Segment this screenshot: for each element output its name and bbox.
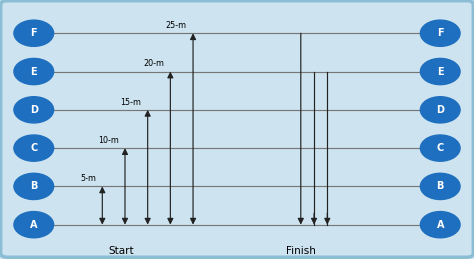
Text: 20-m: 20-m	[143, 60, 164, 68]
Text: 15-m: 15-m	[120, 98, 142, 107]
Ellipse shape	[420, 59, 460, 85]
Text: D: D	[30, 105, 38, 115]
Text: 10-m: 10-m	[98, 136, 119, 145]
Text: 25-m: 25-m	[166, 21, 187, 30]
Text: F: F	[437, 28, 444, 38]
Ellipse shape	[420, 173, 460, 199]
Text: C: C	[30, 143, 37, 153]
Ellipse shape	[14, 59, 54, 85]
Text: Start: Start	[109, 246, 134, 256]
Text: E: E	[437, 67, 444, 76]
Text: A: A	[437, 220, 444, 230]
Text: A: A	[30, 220, 37, 230]
Ellipse shape	[14, 97, 54, 123]
Text: Finish: Finish	[286, 246, 316, 256]
Text: D: D	[436, 105, 444, 115]
Ellipse shape	[420, 20, 460, 46]
Ellipse shape	[420, 135, 460, 161]
Ellipse shape	[14, 20, 54, 46]
Ellipse shape	[14, 135, 54, 161]
Ellipse shape	[420, 97, 460, 123]
Text: 5-m: 5-m	[80, 174, 96, 183]
Text: B: B	[30, 181, 37, 191]
Text: E: E	[30, 67, 37, 76]
Text: B: B	[437, 181, 444, 191]
Ellipse shape	[14, 212, 54, 238]
Ellipse shape	[14, 173, 54, 199]
Ellipse shape	[420, 212, 460, 238]
Text: F: F	[30, 28, 37, 38]
Text: C: C	[437, 143, 444, 153]
